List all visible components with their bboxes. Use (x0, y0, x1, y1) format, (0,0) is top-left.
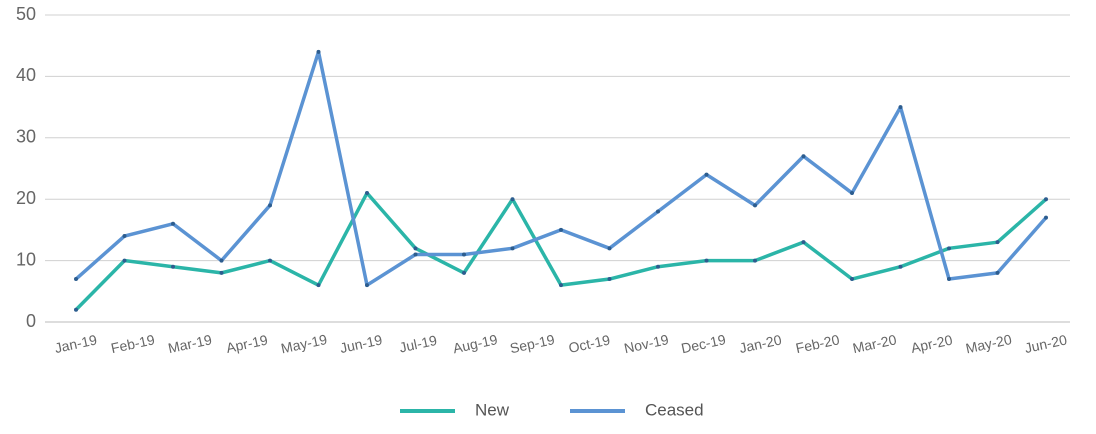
y-tick-label: 30 (16, 127, 36, 147)
x-tick-label: Aug-19 (451, 331, 499, 356)
data-point (995, 240, 1000, 245)
data-point (801, 154, 806, 159)
data-point (947, 246, 951, 251)
series-line (74, 191, 1048, 311)
data-point (122, 234, 127, 239)
data-point (510, 197, 515, 202)
data-point (316, 283, 321, 288)
data-point (413, 246, 418, 251)
data-point (753, 258, 757, 263)
x-tick-label: Dec-19 (680, 331, 728, 356)
data-point (1044, 197, 1048, 202)
data-point (462, 270, 466, 275)
x-tick-label: Sep-19 (508, 331, 556, 356)
data-point (704, 172, 709, 177)
x-tick-label: May-19 (279, 331, 328, 356)
x-tick-label: Jan-19 (53, 331, 98, 356)
x-tick-label: May-20 (964, 331, 1013, 356)
x-tick-label: Apr-20 (909, 331, 954, 355)
x-tick-label: Feb-19 (109, 331, 156, 356)
y-tick-label: 40 (16, 65, 36, 85)
data-point (171, 264, 175, 269)
data-point (74, 277, 78, 282)
data-point (704, 258, 709, 263)
data-point (316, 49, 321, 54)
x-tick-label: Oct-19 (567, 331, 612, 355)
legend-label: Ceased (645, 400, 704, 419)
data-point (510, 246, 515, 251)
data-point (559, 283, 563, 288)
data-point (365, 191, 369, 196)
x-tick-label: Jun-20 (1023, 331, 1068, 356)
x-tick-label: Jun-19 (338, 331, 383, 356)
data-point (171, 221, 175, 226)
x-tick-label: Nov-19 (623, 331, 671, 356)
data-point (607, 277, 612, 282)
series-line (74, 50, 1048, 287)
x-tick-label: Feb-20 (794, 331, 841, 356)
data-point (898, 105, 903, 110)
data-point (1044, 215, 1048, 220)
x-tick-label: Jan-20 (738, 331, 783, 356)
x-tick-label: Jul-19 (398, 332, 439, 356)
data-point (74, 307, 78, 312)
y-tick-label: 10 (16, 249, 36, 269)
data-point (268, 258, 272, 263)
y-tick-label: 50 (16, 4, 36, 24)
data-point (413, 252, 418, 257)
data-point (122, 258, 127, 263)
data-point (656, 264, 660, 269)
data-point (801, 240, 806, 245)
data-point (462, 252, 466, 257)
data-point (898, 264, 903, 269)
data-point (219, 270, 224, 275)
data-point (850, 277, 854, 282)
data-point (995, 270, 1000, 275)
data-point (559, 227, 563, 232)
data-point (753, 203, 757, 208)
data-point (365, 283, 369, 288)
x-tick-label: Mar-19 (166, 331, 213, 356)
x-tick-label: Apr-19 (225, 331, 270, 355)
x-tick-label: Mar-20 (851, 331, 898, 356)
legend-label: New (475, 400, 510, 419)
data-point (607, 246, 612, 251)
data-point (850, 191, 854, 196)
data-point (947, 277, 951, 282)
y-tick-label: 20 (16, 188, 36, 208)
data-point (268, 203, 272, 208)
data-point (219, 258, 224, 263)
y-tick-label: 0 (26, 311, 36, 331)
data-point (656, 209, 660, 214)
